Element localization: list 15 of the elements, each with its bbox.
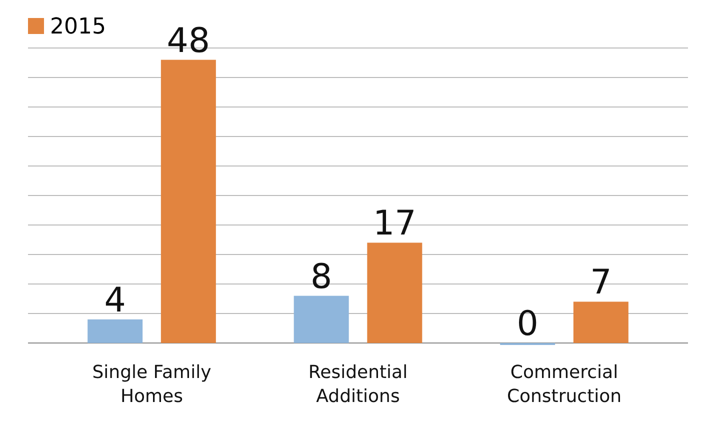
data-label: 4 [104,280,126,320]
legend-label: 2015 [50,14,106,40]
data-label: 8 [310,256,332,297]
data-label: 0 [516,304,538,344]
x-tick-label: Residential Additions [308,362,408,407]
bar [160,60,216,343]
data-label: 17 [373,204,416,244]
data-label: 7 [590,262,612,303]
bar [573,302,628,343]
bar [367,242,422,343]
x-tick-label: Single Family Homes [92,362,212,407]
x-tick-label: Commercial Construction [506,362,622,407]
data-label: 48 [166,20,210,61]
bar [88,319,143,343]
bar [294,296,349,343]
